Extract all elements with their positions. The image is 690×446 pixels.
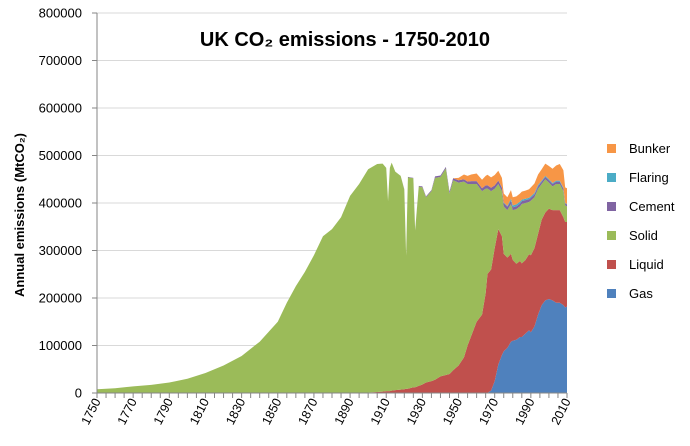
x-tick-label: 1830 — [223, 396, 248, 427]
x-tick-labels: 1750 1770 1790 1810 1830 1850 1870 1890 1910 1930… — [79, 396, 574, 427]
x-tick-label: 1810 — [187, 396, 212, 427]
legend-label: Bunker — [629, 141, 671, 156]
x-tick-label: 2010 — [549, 396, 574, 427]
y-tick-label: 500000 — [39, 148, 82, 163]
legend-label: Solid — [629, 228, 658, 243]
x-tick-label: 1950 — [440, 396, 465, 427]
x-tick-label: 1770 — [115, 396, 140, 427]
legend-label: Liquid — [629, 257, 664, 272]
x-tick-label: 1890 — [332, 396, 357, 427]
x-tick-label: 1970 — [476, 396, 501, 427]
plot-areas — [97, 162, 567, 393]
legend-swatch — [607, 173, 616, 182]
legend-label: Cement — [629, 199, 675, 214]
x-tick-label: 1870 — [295, 396, 320, 427]
y-tick-label: 700000 — [39, 53, 82, 68]
y-axis-label: Annual emissions (MtCO₂) — [12, 133, 27, 297]
legend: Bunker Flaring Cement Solid Liquid Gas — [607, 141, 675, 301]
y-tick-label: 100000 — [39, 338, 82, 353]
y-tick-label: 300000 — [39, 243, 82, 258]
y-tick-labels: 0 100000 200000 300000 400000 500000 600000 700… — [39, 6, 82, 401]
area-solid — [97, 162, 567, 393]
legend-swatch — [607, 231, 616, 240]
legend-label: Gas — [629, 286, 653, 301]
legend-label: Flaring — [629, 170, 669, 185]
area-gas — [97, 298, 567, 393]
y-tick-label: 800000 — [39, 6, 82, 21]
x-tick-label: 1850 — [259, 396, 284, 427]
legend-swatch — [607, 202, 616, 211]
y-tick-label: 200000 — [39, 291, 82, 306]
x-tick-label: 1910 — [368, 396, 393, 427]
legend-swatch — [607, 289, 616, 298]
chart-title: UK CO₂ emissions - 1750-2010 — [200, 29, 490, 51]
y-tick-label: 400000 — [39, 196, 82, 211]
x-tick-label: 1790 — [151, 396, 176, 427]
legend-swatch — [607, 260, 616, 269]
x-tick-label: 1930 — [404, 396, 429, 427]
y-tick-label: 600000 — [39, 101, 82, 116]
x-tick-label: 1990 — [512, 396, 537, 427]
axes — [92, 12, 568, 398]
legend-swatch — [607, 144, 616, 153]
x-tick-label: 1750 — [79, 396, 104, 427]
y-tick-label: 0 — [75, 386, 82, 401]
